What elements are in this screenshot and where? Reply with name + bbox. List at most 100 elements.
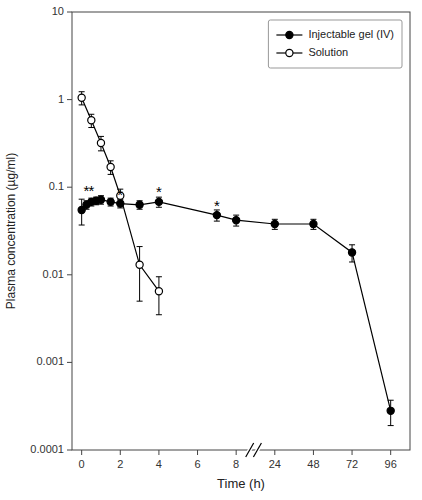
error-bar bbox=[233, 215, 239, 226]
legend-marker bbox=[286, 49, 293, 56]
series-line bbox=[82, 200, 391, 411]
x-axis-label: Time (h) bbox=[217, 476, 265, 491]
x-tick bbox=[158, 450, 159, 455]
axis-break bbox=[253, 443, 261, 457]
y-tick-label: 0.01 bbox=[43, 268, 64, 280]
data-point bbox=[155, 288, 162, 295]
x-tick bbox=[236, 450, 237, 455]
error-bar bbox=[79, 92, 85, 105]
x-tick-label: 24 bbox=[269, 458, 281, 470]
error-bar-cap bbox=[233, 215, 239, 216]
x-tick bbox=[352, 450, 353, 455]
x-tick bbox=[313, 450, 314, 455]
error-bar bbox=[310, 219, 316, 229]
data-point bbox=[310, 220, 317, 227]
error-bar-cap bbox=[137, 301, 143, 302]
y-tick bbox=[67, 99, 72, 100]
error-bar bbox=[388, 400, 394, 425]
error-bar bbox=[156, 277, 162, 315]
error-bar bbox=[98, 136, 104, 150]
data-point bbox=[97, 196, 104, 203]
annotation: * bbox=[117, 186, 123, 203]
y-tick-label: 0.0001 bbox=[30, 443, 64, 455]
error-bar-cap bbox=[98, 150, 104, 151]
data-point bbox=[233, 217, 240, 224]
axis-break bbox=[253, 443, 261, 457]
error-bar-cap bbox=[272, 219, 278, 220]
error-bar-cap bbox=[88, 127, 94, 128]
x-tick bbox=[81, 450, 82, 455]
plot-frame bbox=[72, 12, 410, 450]
chart: 0.00010.0010.010.11100246824487296Time (… bbox=[0, 0, 422, 500]
x-tick bbox=[197, 450, 198, 455]
x-tick-label: 72 bbox=[346, 458, 358, 470]
data-point bbox=[107, 198, 114, 205]
data-point bbox=[88, 117, 95, 124]
legend-box bbox=[268, 20, 402, 68]
legend: Injectable gel (IV) Solution bbox=[268, 20, 402, 68]
error-bar bbox=[272, 219, 278, 229]
x-tick-label: 0 bbox=[79, 458, 85, 470]
error-bar bbox=[88, 114, 94, 127]
error-bar-cap bbox=[349, 244, 355, 245]
error-bar-cap bbox=[156, 276, 162, 277]
error-bar bbox=[349, 245, 355, 262]
y-tick bbox=[67, 450, 72, 451]
error-bar-cap bbox=[233, 226, 239, 227]
legend-label: Solution bbox=[308, 46, 348, 58]
y-tick bbox=[67, 12, 72, 13]
error-bar-cap bbox=[108, 160, 114, 161]
error-bar-cap bbox=[156, 314, 162, 315]
data-point bbox=[348, 249, 355, 256]
plot-area bbox=[78, 92, 394, 426]
error-bar bbox=[137, 201, 143, 209]
y-tick-label: 10 bbox=[52, 5, 64, 17]
y-tick-label: 0.1 bbox=[49, 180, 64, 192]
x-tick bbox=[120, 450, 121, 455]
error-bar-cap bbox=[388, 400, 394, 401]
error-bar bbox=[98, 196, 104, 204]
y-tick-label: 1 bbox=[58, 93, 64, 105]
error-bar bbox=[108, 198, 114, 206]
annotation: * bbox=[88, 182, 94, 199]
error-bar-cap bbox=[108, 174, 114, 175]
x-tick bbox=[390, 450, 391, 455]
error-bar-stem bbox=[139, 247, 140, 302]
error-bar-cap bbox=[310, 219, 316, 220]
data-point bbox=[97, 139, 104, 146]
y-tick bbox=[67, 187, 72, 188]
x-tick-label: 8 bbox=[233, 458, 239, 470]
annotation: * bbox=[214, 197, 220, 214]
y-tick-label: 0.001 bbox=[36, 355, 64, 367]
error-bar bbox=[108, 161, 114, 175]
error-bar-cap bbox=[388, 425, 394, 426]
error-bar-stem bbox=[158, 277, 159, 315]
x-tick-label: 2 bbox=[117, 458, 123, 470]
legend-label: Injectable gel (IV) bbox=[308, 28, 394, 40]
data-point bbox=[107, 163, 114, 170]
y-tick bbox=[67, 274, 72, 275]
annotation: * bbox=[156, 183, 162, 200]
x-tick-label: 4 bbox=[156, 458, 162, 470]
error-bar-cap bbox=[272, 229, 278, 230]
error-bar-cap bbox=[88, 114, 94, 115]
series-line bbox=[82, 98, 159, 291]
error-bar-cap bbox=[79, 91, 85, 92]
data-point bbox=[387, 407, 394, 414]
error-bar-cap bbox=[79, 104, 85, 105]
data-point bbox=[78, 94, 85, 101]
error-bar-cap bbox=[98, 136, 104, 137]
x-tick-label: 48 bbox=[307, 458, 319, 470]
error-bar bbox=[137, 247, 143, 302]
legend-marker bbox=[286, 31, 293, 38]
error-bar-cap bbox=[156, 207, 162, 208]
error-bar-cap bbox=[137, 246, 143, 247]
x-tick-label: 96 bbox=[385, 458, 397, 470]
data-point bbox=[136, 201, 143, 208]
error-bar-cap bbox=[310, 229, 316, 230]
x-tick bbox=[274, 450, 275, 455]
error-bar-cap bbox=[349, 261, 355, 262]
y-axis-label: Plasma concentration (µg/ml) bbox=[4, 153, 18, 309]
y-tick bbox=[67, 362, 72, 363]
x-tick-label: 6 bbox=[194, 458, 200, 470]
